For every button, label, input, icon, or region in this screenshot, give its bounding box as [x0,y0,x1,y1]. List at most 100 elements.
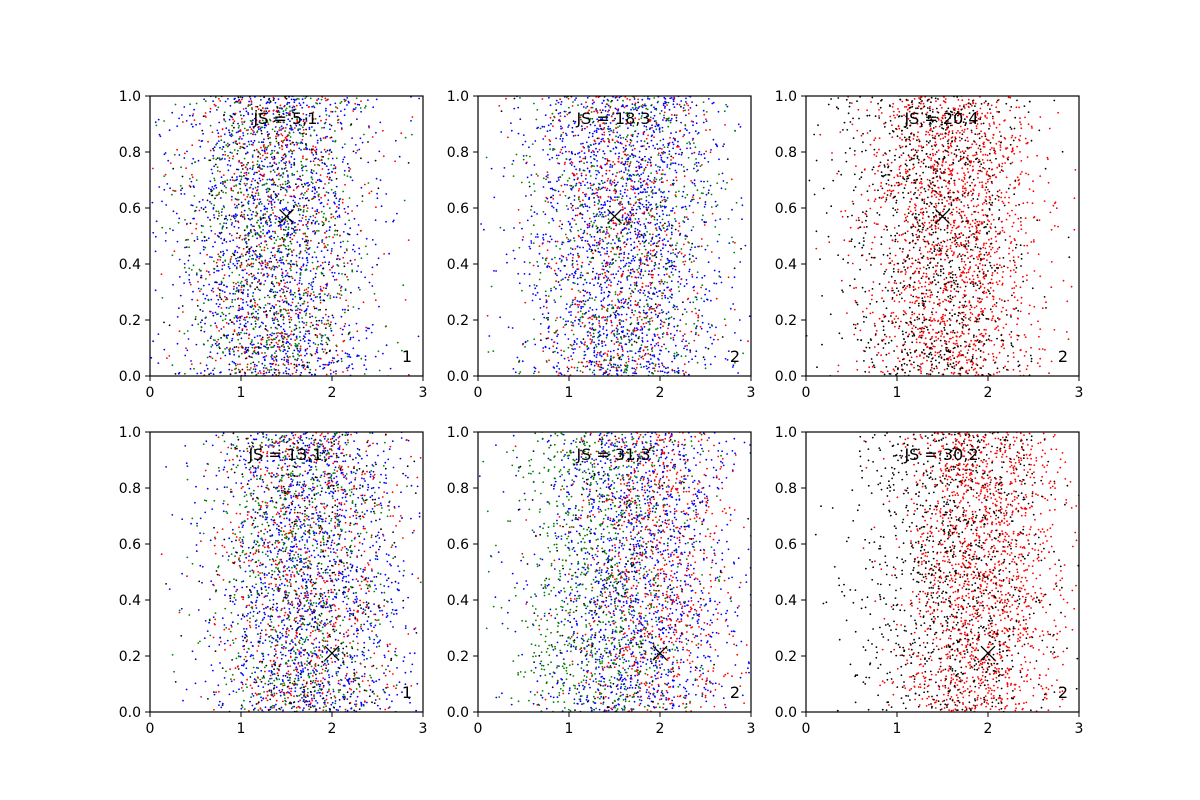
scatter-point [306,366,309,369]
scatter-point [293,101,296,104]
scatter-point [623,371,625,374]
scatter-point [255,316,258,319]
scatter-point [290,156,293,158]
scatter-point [332,316,335,319]
scatter-point [305,215,307,218]
scatter-point [237,100,240,102]
scatter-point [176,342,179,345]
scatter-point [726,105,729,108]
scatter-point [291,174,294,177]
scatter-point [286,103,288,105]
scatter-point [597,170,599,172]
scatter-point [189,114,191,117]
scatter-point [304,197,307,200]
scatter-point [314,233,316,235]
scatter-point [311,197,314,200]
scatter-point [280,268,283,271]
scatter-point [404,136,407,139]
scatter-point [560,103,562,106]
scatter-point [659,370,662,373]
scatter-point [371,266,374,269]
scatter-point [288,101,291,104]
scatter-point [258,224,260,227]
scatter-point [667,190,670,193]
scatter-point [314,352,317,355]
scatter-point [332,236,334,239]
scatter-point [662,213,665,216]
scatter-point [300,359,303,361]
scatter-point [242,132,245,134]
scatter-point [530,194,532,196]
scatter-point [277,144,280,146]
scatter-point [308,332,311,335]
scatter-point [673,260,676,263]
scatter-point [672,306,675,309]
scatter-point [272,346,275,348]
scatter-point [548,325,550,328]
scatter-point [565,303,568,305]
scatter-point [317,195,320,198]
scatter-point [230,255,233,258]
scatter-point [561,140,564,143]
scatter-point [285,114,288,117]
scatter-point [639,207,641,210]
scatter-point [538,252,541,255]
scatter-point [398,155,401,158]
scatter-point [309,215,312,218]
scatter-point [671,233,673,236]
scatter-point [308,126,311,129]
scatter-point [587,310,590,312]
scatter-point [272,99,275,101]
scatter-point [274,232,277,235]
scatter-point [297,317,300,320]
scatter-point [548,265,551,268]
scatter-point [573,271,576,274]
scatter-point [250,323,253,325]
scatter-point [282,140,285,142]
scatter-point [289,139,291,142]
scatter-point [685,282,688,285]
scatter-point [633,259,636,262]
scatter-point [670,296,673,299]
scatter-point [284,218,287,221]
scatter-point [328,361,331,364]
scatter-point [287,209,289,212]
scatter-point [697,169,699,172]
scatter-point [219,371,222,374]
scatter-point [568,274,571,276]
scatter-point [555,99,558,102]
scatter-point [243,209,246,212]
scatter-point [593,151,595,153]
scatter-point [335,296,338,299]
scatter-point [290,126,293,129]
scatter-point [339,241,342,244]
scatter-point [328,350,331,353]
scatter-point [739,339,742,342]
scatter-point [310,298,313,300]
scatter-point [324,137,327,140]
scatter-point [257,166,259,169]
scatter-point [273,171,276,173]
scatter-point [607,295,609,298]
scatter-point [663,161,666,163]
scatter-point [295,345,298,348]
scatter-point [649,159,651,161]
scatter-point [636,229,639,231]
scatter-point [547,181,550,184]
scatter-point [229,261,232,263]
scatter-point [220,237,223,240]
scatter-point [581,342,583,345]
scatter-point [623,302,625,305]
scatter-point [620,170,623,173]
scatter-point [666,156,669,159]
scatter-point [639,363,642,366]
scatter-point [596,191,598,194]
scatter-point [351,179,354,182]
scatter-point [327,182,330,184]
scatter-point [326,363,328,366]
scatter-point [602,265,605,267]
scatter-point [618,332,620,335]
scatter-point [218,342,221,345]
scatter-point [273,130,276,133]
scatter-point [231,301,234,303]
